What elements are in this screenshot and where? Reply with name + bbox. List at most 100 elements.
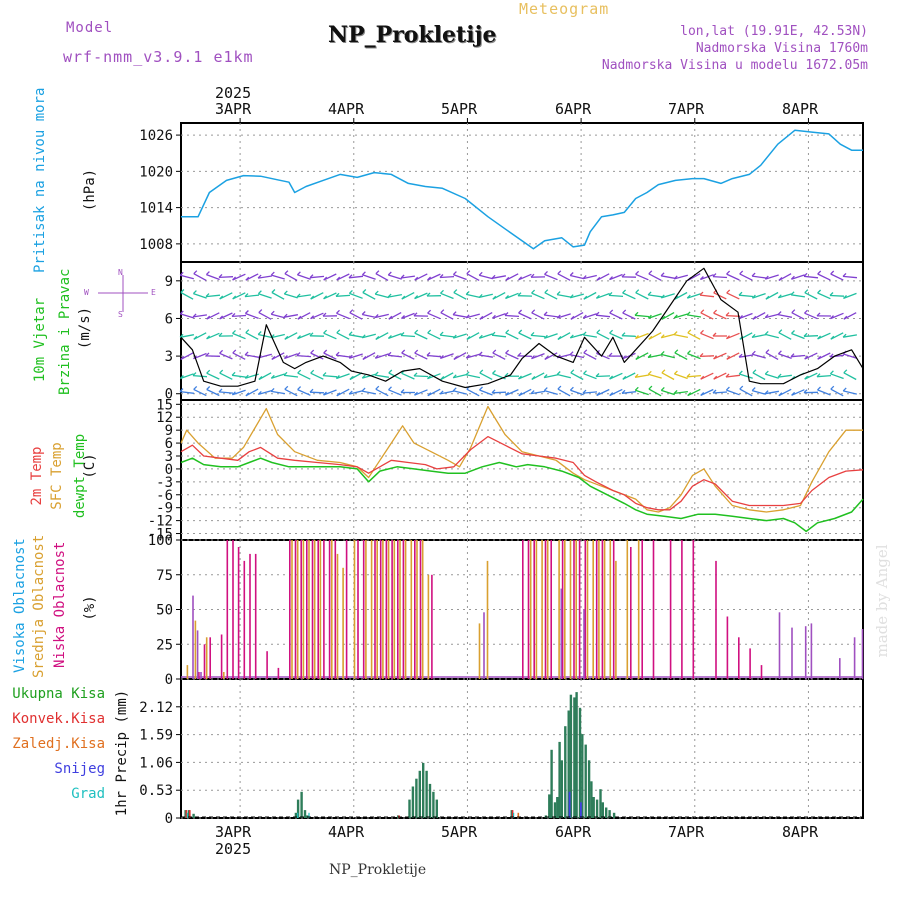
wind-arrow: [206, 388, 220, 397]
legend-hail: Grad: [71, 786, 105, 802]
wind-arrow: [505, 389, 519, 396]
wind-arrow: [700, 372, 714, 380]
wind-arrow-head: [842, 333, 847, 338]
y-tick-label: 0.53: [139, 783, 173, 799]
temp2m-line: [180, 435, 864, 511]
wind-arrow: [440, 353, 454, 360]
wind-arrow: [830, 388, 844, 397]
wind-arrow: [271, 274, 285, 280]
wind-arrow-head: [518, 276, 523, 281]
wind-arrow-head: [270, 271, 275, 276]
y-tick-label: 100: [148, 533, 173, 549]
wind-arrow: [830, 373, 844, 380]
low-cloud-bar: [397, 540, 399, 679]
wind-arrow-head: [374, 290, 379, 295]
wind-arrow: [596, 388, 610, 397]
wind-arrow-head: [622, 309, 627, 314]
wind-arrow: [440, 292, 454, 300]
wind-arrow: [271, 352, 285, 360]
wind-arrow: [686, 374, 702, 378]
wind-arrow-head: [465, 290, 470, 295]
sfc-temp-line: [180, 405, 863, 513]
total-rain-bar: [294, 812, 298, 818]
wind-arrow-head: [842, 387, 847, 392]
total-rain-bar: [599, 789, 602, 818]
wind-arrow: [206, 332, 220, 340]
wind-arrow: [830, 273, 844, 281]
wind-arrow-head: [712, 332, 717, 337]
wind-arrow: [258, 275, 272, 279]
high-cloud-bar: [483, 612, 485, 679]
wind-arrow-head: [531, 375, 536, 380]
grid-lines: [181, 123, 863, 819]
wind-arrow-head: [479, 315, 484, 320]
wind-arrow: [375, 332, 389, 340]
wind-arrow: [713, 372, 727, 380]
wind-arrow: [648, 373, 662, 379]
data-series: [180, 129, 864, 818]
wind-arrow: [583, 352, 597, 360]
y-tick-label: 6: [165, 436, 173, 452]
wind-arrow-head: [361, 334, 366, 339]
low-cloud-bar: [237, 547, 240, 679]
wind-arrow: [557, 388, 571, 397]
low-cloud-bar: [533, 540, 535, 679]
wind-arrow-head: [297, 369, 302, 374]
wind-arrow-head: [323, 329, 328, 334]
wind-arrow: [466, 388, 480, 397]
wind-arrow: [583, 291, 597, 300]
wind-arrow-head: [621, 273, 626, 278]
total-rain-bar: [184, 810, 187, 818]
wind-arrow-head: [700, 391, 705, 396]
y-tick-label: 75: [156, 568, 173, 584]
wind-arrow-head: [465, 371, 470, 376]
wind-arrow: [401, 312, 415, 320]
wind-arrow: [635, 332, 649, 340]
mid-cloud-bar: [569, 540, 572, 679]
wind-arrow-head: [504, 372, 509, 377]
mid-cloud-bar: [313, 540, 316, 679]
wind-arrow-head: [297, 315, 302, 320]
wind-arrow: [648, 332, 662, 340]
wind-arrow: [621, 335, 637, 337]
total-rain-bar: [415, 778, 418, 818]
wind-arrow-head: [830, 385, 835, 390]
wind-arrow-head: [752, 369, 757, 374]
total-rain-bar: [556, 797, 559, 818]
temp-unit: (C): [82, 453, 98, 479]
wind-arrow: [232, 374, 246, 378]
wind-arrow-head: [530, 390, 535, 395]
low-cloud-bar: [345, 540, 348, 679]
wind-arrow-head: [790, 275, 795, 280]
wind-arrow-head: [505, 276, 510, 281]
wind-arrow: [752, 353, 766, 359]
wind-arrow: [752, 275, 766, 279]
wind-arrow-head: [582, 314, 587, 319]
wind-arrow: [310, 312, 324, 320]
wind-arrow: [336, 373, 350, 380]
wind-arrow: [843, 353, 857, 359]
wind-arrow: [297, 312, 311, 320]
wind-arrow-head: [439, 354, 444, 359]
wind-arrow: [375, 273, 389, 281]
wind-arrow-head: [414, 295, 419, 300]
wind-arrow: [777, 313, 793, 318]
top-year-label: 2025: [215, 84, 252, 102]
high-cloud-bar: [200, 672, 202, 679]
compass-south: S: [118, 310, 123, 319]
wind-arrow-head: [648, 270, 653, 275]
wind-arrow-head: [660, 334, 665, 339]
wind-arrow: [310, 372, 324, 380]
y-tick-label: 50: [156, 603, 173, 619]
wind-arrow: [427, 388, 441, 397]
wind-arrow: [179, 390, 195, 394]
mid-cloud-bar: [410, 540, 413, 679]
wind-arrow: [336, 312, 350, 320]
mid-cloud-bar: [529, 540, 532, 679]
total-rain-bar: [553, 802, 557, 818]
wind-arrow-head: [323, 391, 327, 396]
wind-arrow-head: [544, 289, 549, 294]
wind-arrow-head: [479, 369, 484, 374]
wind-arrow-head: [843, 294, 847, 299]
total-rain-bar: [411, 786, 415, 818]
